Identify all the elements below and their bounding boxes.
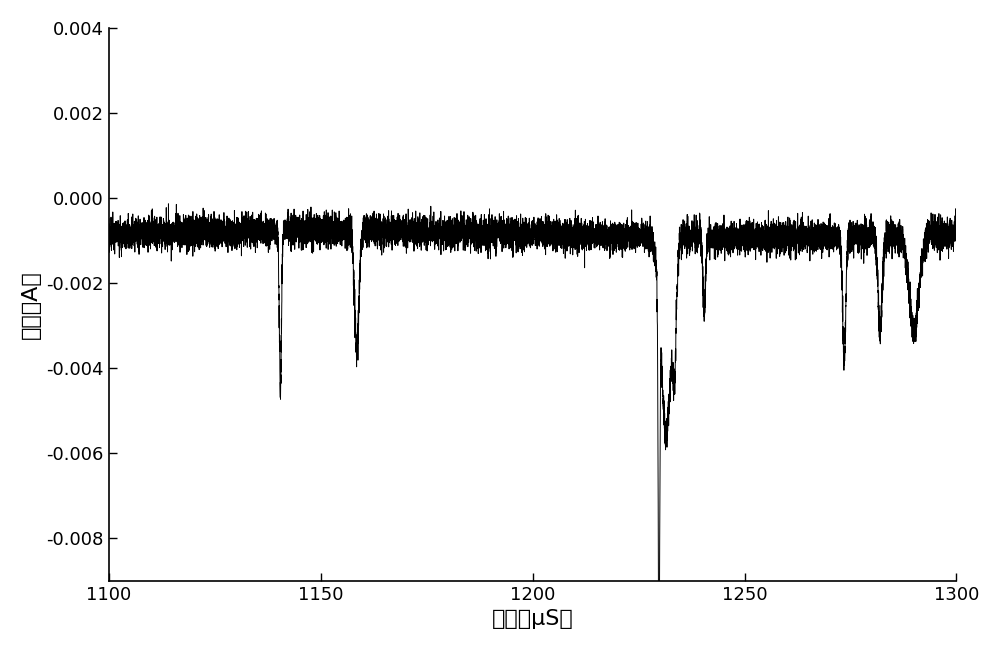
X-axis label: 时间（μS）: 时间（μS）	[492, 609, 573, 629]
Y-axis label: 电流（A）: 电流（A）	[21, 270, 41, 339]
